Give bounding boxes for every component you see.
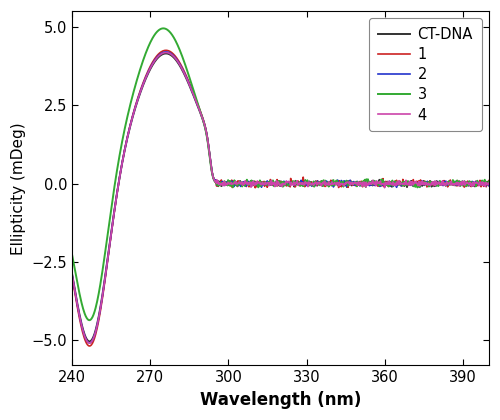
1: [336, 185, 342, 190]
CT-DNA: [69, 272, 75, 277]
CT-DNA: [486, 180, 492, 185]
CT-DNA: [429, 183, 435, 188]
4: [429, 182, 435, 187]
4: [69, 273, 75, 278]
CT-DNA: [163, 51, 169, 56]
4: [312, 180, 318, 185]
2: [95, 318, 101, 323]
3: [69, 252, 75, 257]
4: [95, 318, 101, 323]
3: [95, 294, 101, 299]
2: [312, 183, 318, 188]
1: [69, 274, 75, 279]
4: [323, 182, 329, 187]
3: [312, 181, 318, 186]
2: [69, 273, 75, 278]
CT-DNA: [86, 339, 92, 344]
3: [386, 180, 392, 185]
1: [163, 48, 169, 53]
Y-axis label: Ellipticity (mDeg): Ellipticity (mDeg): [11, 122, 26, 255]
CT-DNA: [95, 316, 101, 321]
4: [86, 341, 92, 346]
Legend: CT-DNA, 1, 2, 3, 4: CT-DNA, 1, 2, 3, 4: [370, 18, 482, 131]
2: [323, 181, 329, 186]
2: [486, 183, 492, 188]
4: [386, 179, 392, 184]
Line: 2: 2: [72, 52, 489, 343]
1: [312, 180, 318, 185]
CT-DNA: [323, 180, 329, 185]
3: [336, 182, 342, 187]
4: [163, 50, 169, 55]
3: [160, 26, 166, 31]
1: [323, 181, 329, 186]
3: [429, 180, 435, 185]
2: [336, 181, 342, 186]
Line: 3: 3: [72, 29, 489, 320]
CT-DNA: [386, 181, 392, 186]
2: [86, 341, 92, 346]
1: [386, 181, 392, 186]
1: [429, 181, 435, 186]
3: [323, 181, 329, 186]
4: [336, 184, 342, 189]
1: [95, 320, 101, 326]
1: [486, 178, 492, 183]
2: [429, 180, 435, 185]
Line: 4: 4: [72, 52, 489, 343]
Line: 1: 1: [72, 50, 489, 346]
1: [86, 344, 92, 349]
2: [386, 178, 392, 184]
Line: CT-DNA: CT-DNA: [72, 53, 489, 341]
3: [86, 318, 92, 323]
2: [163, 50, 169, 55]
CT-DNA: [336, 183, 342, 188]
X-axis label: Wavelength (nm): Wavelength (nm): [200, 391, 361, 409]
CT-DNA: [312, 181, 318, 186]
3: [486, 179, 492, 184]
4: [486, 182, 492, 187]
